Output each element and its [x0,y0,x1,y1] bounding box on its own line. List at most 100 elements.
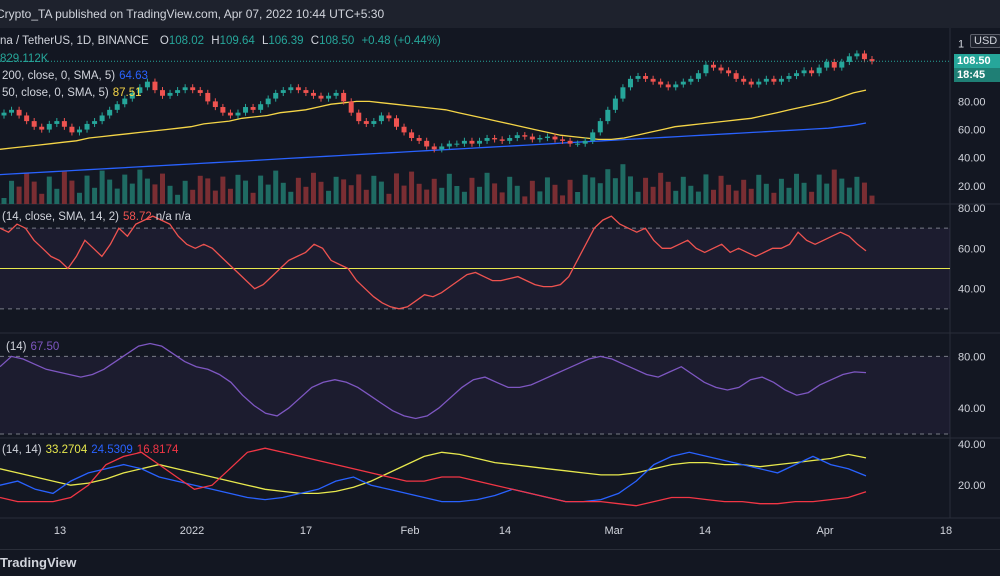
plus-di-line [0,451,867,503]
candle-up [182,87,188,91]
volume-bar-down [31,181,37,204]
ma50-value: 87.51 [112,87,142,99]
candle-down [24,115,30,122]
symbol-legend: na / TetherUS, 1D, BINANCE O108.02 H109.… [0,35,441,47]
currency-button[interactable]: USD [970,34,1000,48]
candle-down [386,115,392,119]
candle-down [69,126,75,133]
candle-down [665,84,671,88]
time-tick-label: 18 [940,525,952,537]
candle-down [552,136,558,140]
rsi-tick-label: 40.00 [958,284,986,296]
ma200-label: 200, close, 0, SMA, 5) [2,70,116,82]
volume-bar-up [280,182,286,204]
volume-bar-up [854,176,860,204]
candle-down [726,70,732,74]
volume-bar-up [786,187,792,204]
candle-down [748,81,754,85]
candle-down [499,139,505,141]
volume-bar-up [756,174,762,204]
candle-down [416,138,422,141]
volume-bar-up [454,186,460,204]
volume-bar-up [514,185,520,204]
volume-bar-up [763,183,769,204]
adx-line [0,451,867,495]
candle-up [137,87,143,93]
candle-up [114,104,120,110]
candle-up [507,138,513,141]
candle-down [733,73,739,79]
volume-bar-up [794,173,800,204]
ma50-line [0,89,867,150]
candle-down [341,92,347,102]
volume-value: 829.112K [0,53,49,65]
candle-down [212,101,218,108]
volume-bar-down [152,184,158,204]
candle-up [484,138,490,141]
rsi-value: 58.72 [122,211,152,223]
volume-bar-down [348,185,354,204]
dmi-plus-di: 24.5309 [91,444,133,456]
volume-bar-up [167,185,173,204]
price-tick-label: 60.00 [958,125,986,137]
candle-down [227,112,233,116]
volume-bar-down [318,181,324,204]
volume-bar-up [144,178,150,204]
volume-bar-up [590,177,596,204]
candle-up [680,81,686,85]
candle-up [84,123,90,130]
volume-bar-down [416,183,422,204]
volume-bar-up [84,175,90,204]
candle-up [544,136,550,139]
volume-bar-up [575,192,581,204]
volume-bar-up [46,176,52,204]
volume-bar-down [310,172,316,204]
price-tick-label: 40.00 [958,153,986,165]
stoch-line [0,342,867,420]
candle-up [265,98,271,105]
volume-bar-up [265,184,271,204]
countdown-tag: 18:45 [954,68,1000,82]
time-tick-label: 13 [54,525,66,537]
volume-bar-down [16,186,22,204]
volume-bar-up [122,174,128,204]
chart-canvas[interactable]: 1 80.00 60.00 40.00 20.00 80.00 60.00 40.00 80.0… [0,28,1000,550]
volume-bar-down [431,178,437,204]
candle-up [575,143,581,145]
candle-up [326,95,332,99]
price-tick-label: 1 [958,39,964,51]
volume-bar-down [363,189,369,204]
time-tick-label: 14 [499,525,511,537]
time-tick-label: 14 [699,525,711,537]
rsi-tick-label: 80.00 [958,203,986,215]
time-tick-label: Feb [401,525,420,537]
volume-bar-up [597,183,603,204]
volume-bar-down [529,180,535,204]
candle-up [854,53,860,57]
candle-up [514,135,520,139]
stoch-tick-label: 40.00 [958,403,986,415]
volume-bar-down [718,175,724,204]
candle-down [205,92,211,102]
ma200-value: 64.63 [119,70,148,82]
time-tick-label: 2022 [180,525,204,537]
volume-bar-down [499,192,505,204]
volume-bar-down [227,188,233,204]
volume-bar-up [620,164,626,204]
volume-bar-up [507,176,513,204]
candle-down [303,90,309,93]
volume-bar-up [778,178,784,204]
publisher-text: Crypto_TA published on TradingView.com, … [0,7,385,21]
candle-up [76,129,82,133]
candle-up [763,78,769,82]
volume-bar-up [273,170,279,204]
candle-down [741,78,747,82]
volume-bar-down [24,172,30,204]
candle-down [363,121,369,124]
volume-bar-down [469,177,475,204]
time-tick-label: Mar [605,525,624,537]
candle-up [461,140,467,144]
rsi-tick-label: 60.00 [958,243,986,255]
ohlc-open-label: O [159,35,169,47]
candle-up [288,87,294,91]
